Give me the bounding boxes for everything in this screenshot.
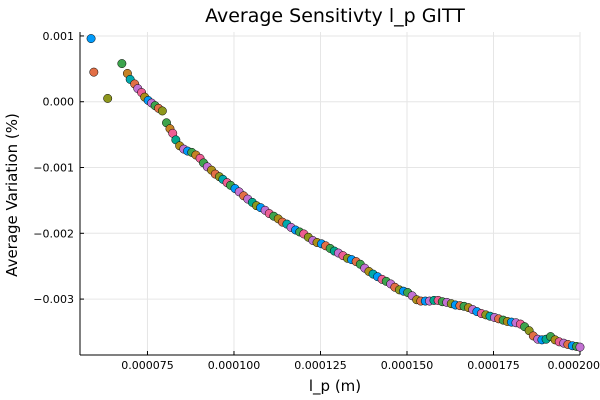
x-tick-label: 0.000100 (208, 359, 261, 372)
data-point (157, 106, 167, 116)
data-points (86, 34, 585, 352)
y-axis-label: Average Variation (%) (3, 113, 21, 277)
data-point (89, 67, 99, 77)
y-tick-label: −0.003 (33, 293, 74, 306)
data-point (86, 34, 96, 44)
y-tick-label: 0.001 (43, 30, 75, 43)
tick-labels: 0.000075 0.000100 0.000125 0.000150 0.000175… (33, 30, 600, 372)
chart-title: Average Sensitivty l_p GITT (205, 5, 465, 27)
x-tick-label: 0.000175 (467, 359, 520, 372)
x-axis-label: l_p (m) (309, 377, 361, 396)
data-point (103, 93, 113, 103)
x-tick-label: 0.000150 (381, 359, 434, 372)
axes (79, 32, 581, 356)
grid (80, 32, 581, 355)
x-tick-label: 0.000075 (121, 359, 174, 372)
x-tick-label: 0.000200 (548, 359, 600, 372)
y-tick-label: −0.001 (33, 162, 74, 175)
y-tick-label: 0.000 (43, 96, 75, 109)
y-tick-label: −0.002 (33, 227, 74, 240)
x-tick-label: 0.000125 (294, 359, 347, 372)
data-point (117, 59, 127, 69)
data-point (575, 342, 585, 352)
